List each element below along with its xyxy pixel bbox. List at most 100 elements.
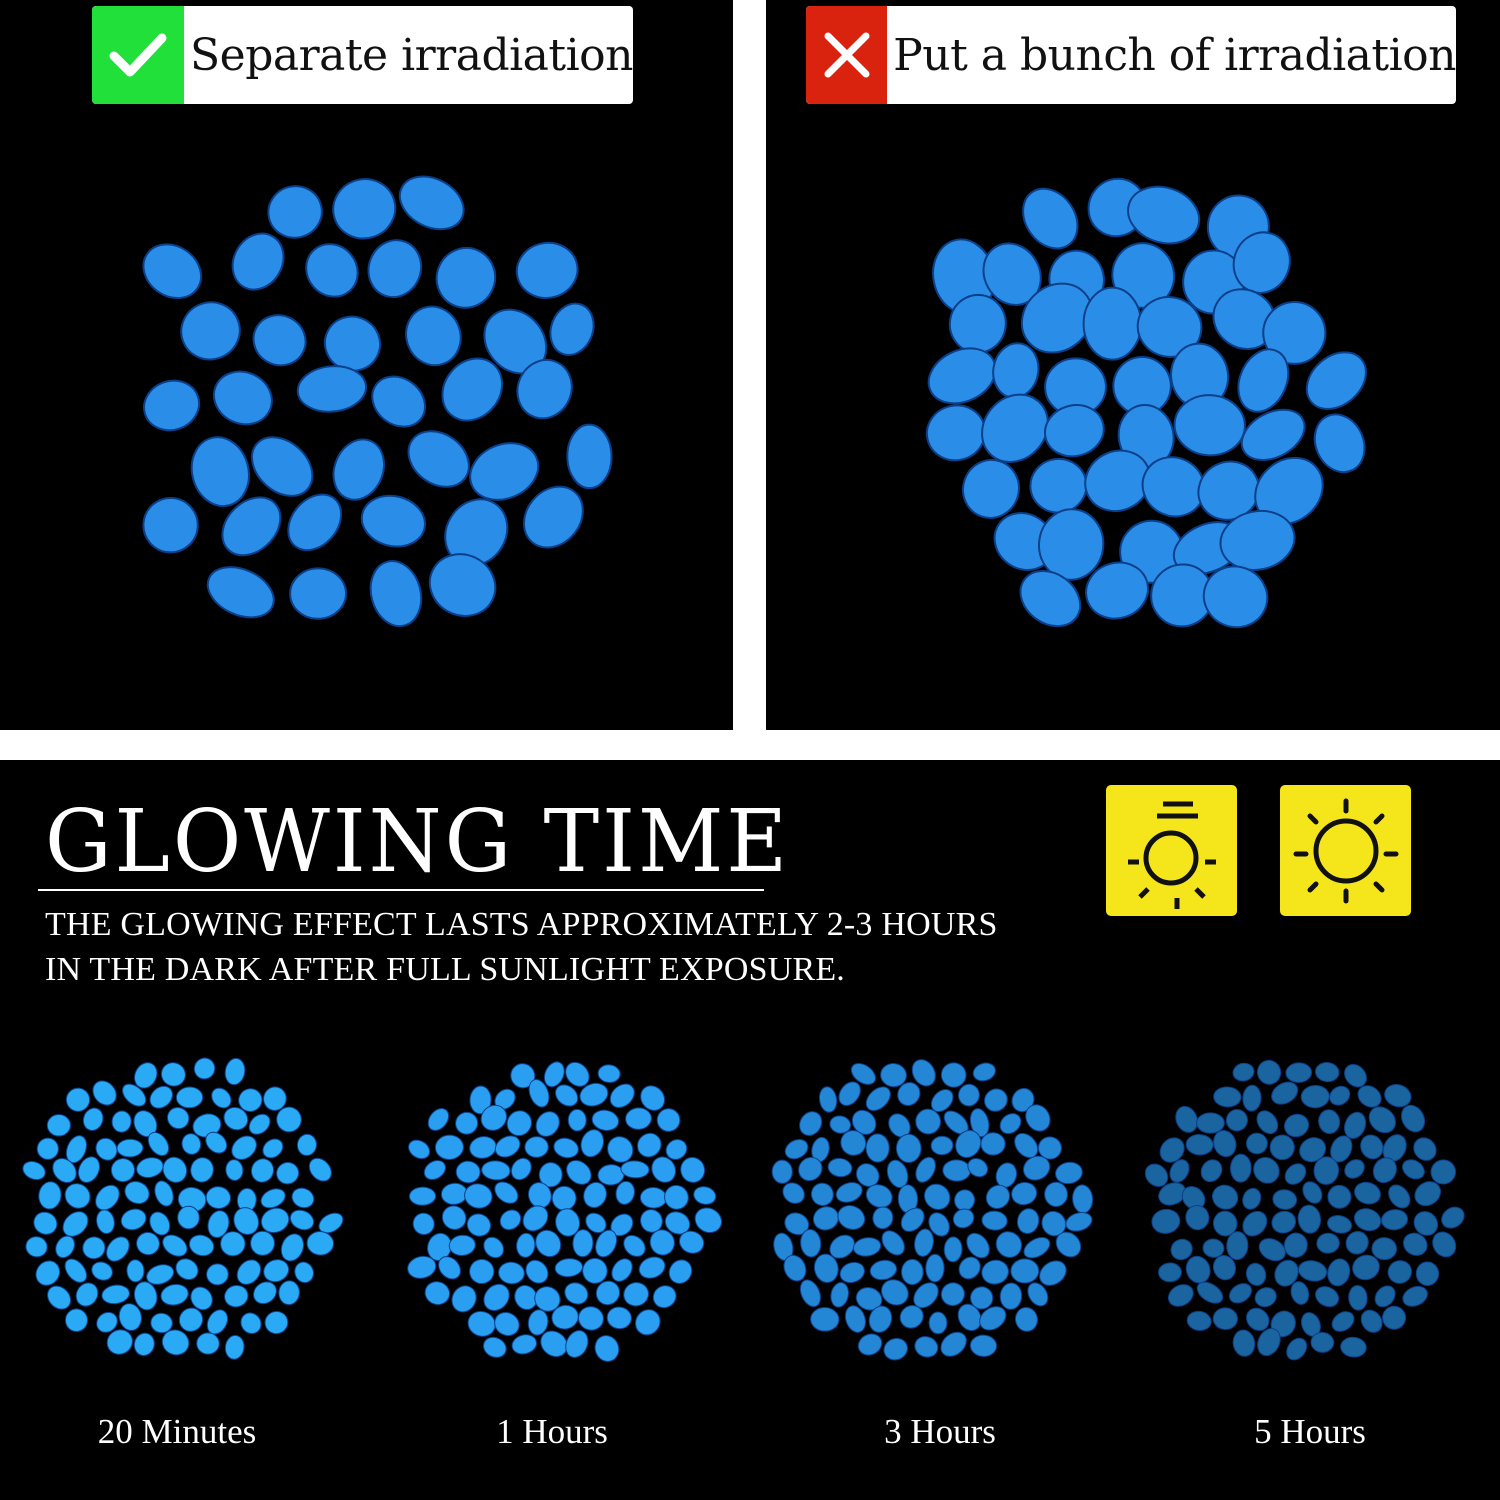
pebble (223, 1106, 249, 1131)
pebble (95, 1137, 118, 1161)
pebble (865, 1086, 891, 1112)
pebble (438, 1256, 461, 1280)
pebble (1302, 1181, 1323, 1204)
pebble (188, 1234, 215, 1257)
pebble (540, 1330, 568, 1358)
pebble (1020, 282, 1094, 354)
pebble (1415, 1261, 1440, 1286)
pebble (133, 1281, 158, 1311)
pebble (306, 1231, 335, 1256)
pebble (136, 1157, 164, 1179)
pebble (585, 1212, 607, 1234)
pebble (1357, 1085, 1382, 1108)
pebble (448, 1234, 476, 1256)
pebble (958, 1256, 981, 1280)
pebble (913, 1282, 939, 1309)
pebble (407, 1255, 437, 1279)
pebble (535, 1229, 562, 1258)
pebble (118, 1303, 142, 1332)
pebble (771, 1159, 793, 1184)
pebble (166, 1106, 190, 1130)
pebble (205, 1131, 228, 1154)
pebble (534, 1286, 561, 1312)
pebble (1290, 1281, 1310, 1305)
pebble (693, 1186, 717, 1205)
pebble (980, 1132, 1006, 1156)
pebble (407, 430, 470, 488)
pebble (664, 1184, 689, 1210)
pebble (639, 1187, 668, 1209)
pebble (1327, 1258, 1351, 1287)
pebble (623, 1234, 646, 1257)
pebble (1271, 1081, 1299, 1105)
pebble (1345, 1230, 1369, 1255)
pebble (1414, 1181, 1441, 1207)
pebble (984, 1088, 1008, 1112)
pebble (1344, 1064, 1367, 1088)
pebble (231, 232, 285, 291)
pebble (428, 553, 497, 617)
pebble (915, 1108, 942, 1135)
pebble (523, 485, 584, 549)
pebble (405, 305, 462, 367)
pebble (528, 1079, 550, 1108)
pebble (1348, 1284, 1368, 1311)
pebble (469, 442, 540, 501)
pebble (1283, 1232, 1308, 1258)
pebble (1441, 1206, 1465, 1229)
pebble (1167, 1284, 1194, 1307)
pebble (260, 1188, 286, 1209)
pebble (371, 375, 426, 428)
pebble (149, 1085, 174, 1109)
bunch-irradiation-text: Put a bunch of irradiation (893, 29, 1456, 81)
pebble (527, 1309, 549, 1336)
caption-3-hours: 3 Hours (884, 1412, 996, 1451)
pebble (611, 1258, 633, 1282)
glowing-time-title: GLOWING TIME (45, 792, 791, 892)
pebble (1211, 1184, 1239, 1210)
pebble (1158, 1182, 1187, 1206)
pebble (1186, 1310, 1212, 1331)
pebble (196, 1332, 220, 1355)
pebble (652, 1285, 677, 1309)
pebble (483, 1236, 505, 1259)
pebble (1262, 301, 1327, 365)
pebble (852, 1237, 882, 1257)
pebble (206, 566, 275, 619)
pebble (276, 1106, 302, 1133)
pebble (955, 1129, 982, 1159)
pebble (120, 1208, 147, 1231)
pebble (1274, 1259, 1299, 1287)
pebble (1387, 1260, 1413, 1284)
pebble (1185, 1134, 1214, 1156)
pebble (1245, 1262, 1267, 1286)
pebble (248, 1113, 271, 1135)
pebble (1212, 1210, 1238, 1237)
pebble (597, 1064, 621, 1084)
pebble (1374, 1285, 1396, 1308)
pebble (961, 458, 1020, 519)
pebble (469, 1085, 492, 1115)
pebble (175, 1086, 204, 1109)
pebble (1055, 1231, 1082, 1258)
pebble (572, 1229, 594, 1258)
lamp-light-icon (1106, 785, 1237, 916)
pebble (799, 1279, 821, 1308)
pebble (250, 436, 314, 497)
pebble (190, 436, 250, 508)
pebble (928, 1212, 950, 1237)
pebble (1269, 1134, 1295, 1161)
pebble (1242, 1187, 1262, 1210)
pebble (36, 1137, 59, 1160)
pebble (178, 1307, 204, 1332)
pebble (1257, 1328, 1281, 1357)
pebble (840, 1130, 867, 1156)
caption-1-hour: 1 Hours (496, 1412, 608, 1451)
pebble (149, 1211, 171, 1236)
pebble (972, 1062, 996, 1082)
pebble (106, 1329, 133, 1355)
pebble (1014, 1306, 1038, 1332)
pebble (1023, 1237, 1051, 1259)
pebble (25, 1236, 48, 1258)
pebble (923, 1183, 951, 1210)
